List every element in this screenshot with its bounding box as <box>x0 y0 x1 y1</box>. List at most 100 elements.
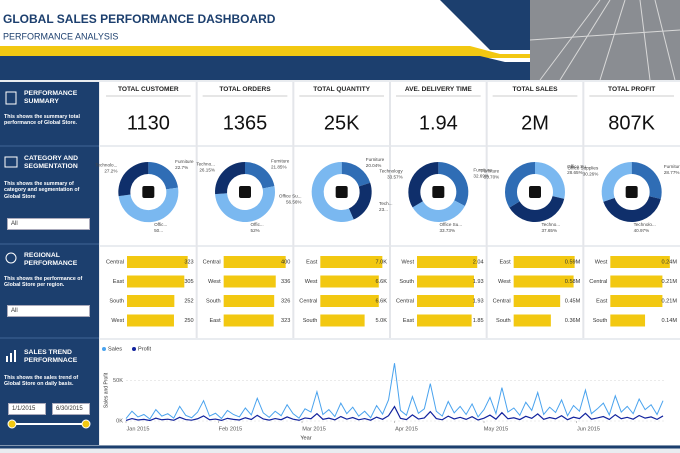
y-tick-label: Central <box>299 298 317 304</box>
section-description: This shows the performance of Global Sto… <box>4 276 83 289</box>
value-label: 305 <box>184 279 193 285</box>
value-label: 323 <box>184 259 193 265</box>
slice-label: 30.26% <box>583 171 599 176</box>
slice-label: 20.04% <box>366 163 382 168</box>
dropdown[interactable]: All <box>7 305 90 317</box>
header-image <box>530 0 680 80</box>
slider-handle[interactable] <box>81 419 91 429</box>
slice-label: 37.65% <box>541 228 557 233</box>
slice-label: 23... <box>379 207 388 212</box>
bar <box>513 275 574 288</box>
slice-category: Office Supplies <box>567 165 599 170</box>
bar <box>223 314 274 327</box>
dropdown[interactable]: All <box>7 218 90 230</box>
series-line <box>125 363 664 420</box>
header-band <box>0 56 530 80</box>
slice-label: 26.15% <box>199 168 215 173</box>
y-tick-label: South <box>109 298 124 304</box>
x-tick-label: May 2015 <box>484 426 509 432</box>
slice-label: 52% <box>251 228 260 233</box>
slice-category: Technolo... <box>634 222 656 227</box>
sidebar-dividers <box>0 145 99 339</box>
date-input[interactable]: 6/30/2015 <box>52 403 90 415</box>
subtitle: PERFORMANCE ANALYSIS <box>3 31 118 41</box>
slice-label: 33.73% <box>439 228 455 233</box>
slice-label: 33.57% <box>387 174 403 179</box>
slice-category: Offic... <box>154 222 167 227</box>
donut-slice <box>412 200 465 223</box>
donut-slice <box>215 162 245 195</box>
kpi-label: TOTAL ORDERS <box>219 86 271 93</box>
kpi-value: 25K <box>324 112 360 134</box>
x-tick-label: Jan 2015 <box>126 426 149 432</box>
bar <box>320 314 365 327</box>
slice-label: 32.69% <box>473 174 489 179</box>
slice-label: 33.70% <box>484 175 500 180</box>
donut-slice <box>438 162 469 206</box>
value-label: 323 <box>281 318 290 324</box>
donut-icon <box>625 186 638 198</box>
donut-icon <box>239 186 251 198</box>
y-tick-label: West <box>595 259 608 265</box>
y-tick-label: West <box>498 279 511 285</box>
value-label: 326 <box>281 298 290 304</box>
donut-slice <box>118 187 179 223</box>
x-tick-label: Mar 2015 <box>302 426 326 432</box>
y-tick-label: 0K <box>116 418 123 424</box>
donut-slice <box>505 162 535 208</box>
kpi-label: AVE. DELIVERY TIME <box>405 86 473 93</box>
sidebar-icons <box>4 91 18 362</box>
kpi-value: 1130 <box>127 112 170 134</box>
donut-slice <box>509 196 565 222</box>
slice-category: Technolo... <box>95 163 117 168</box>
slice-category: Technology <box>379 168 403 173</box>
bar <box>320 275 379 288</box>
y-tick-label: South <box>593 318 608 324</box>
bar <box>417 314 472 327</box>
slice-category: Furniture <box>664 164 680 169</box>
y-tick-label: Central <box>396 298 414 304</box>
header-corner <box>440 0 530 50</box>
bar <box>223 275 276 288</box>
bar <box>127 256 188 268</box>
slice-category: Techno... <box>541 222 560 227</box>
bar <box>513 314 551 327</box>
donut-slice <box>118 162 149 197</box>
y-axis-label: Sales and Profit <box>103 372 109 408</box>
slice-label: 50... <box>154 228 163 233</box>
donut-slice <box>311 162 354 222</box>
date-input[interactable]: 1/1/2015 <box>8 403 46 415</box>
kpi-label: TOTAL CUSTOMER <box>118 86 179 93</box>
y-tick-label: East <box>499 259 511 265</box>
donut-icon <box>529 186 541 198</box>
slice-category: Office Su... <box>567 164 590 169</box>
y-tick-label: West <box>111 318 124 324</box>
kpi-value: 2M <box>521 112 549 134</box>
donut-slice <box>348 182 372 220</box>
slider-handle[interactable] <box>7 419 17 429</box>
legend-label: Sales <box>108 346 122 352</box>
value-label: 0.59M <box>565 259 581 265</box>
x-tick-label: Jun 2015 <box>577 426 600 432</box>
value-label: 0.24M <box>661 259 677 265</box>
value-label: 0.58M <box>565 279 581 285</box>
legend-swatch <box>132 347 136 351</box>
value-label: 6.6K <box>375 298 387 304</box>
y-tick-label: East <box>209 318 221 324</box>
bar <box>610 275 663 288</box>
y-tick-label: Central <box>203 259 221 265</box>
slice-label: 21.85% <box>271 164 287 169</box>
y-tick-label: Central <box>493 298 511 304</box>
bar <box>320 295 379 307</box>
section-title: REGIONAL PERFORMANCE <box>24 252 78 267</box>
kpi-label: TOTAL SALES <box>512 86 558 93</box>
value-label: 2.04 <box>473 259 484 265</box>
donut-slice <box>601 162 632 202</box>
value-label: 0.45M <box>565 298 581 304</box>
donut-slice <box>631 162 662 200</box>
y-tick-label: 50K <box>113 378 123 384</box>
bar <box>513 256 575 268</box>
y-tick-label: Central <box>589 279 607 285</box>
